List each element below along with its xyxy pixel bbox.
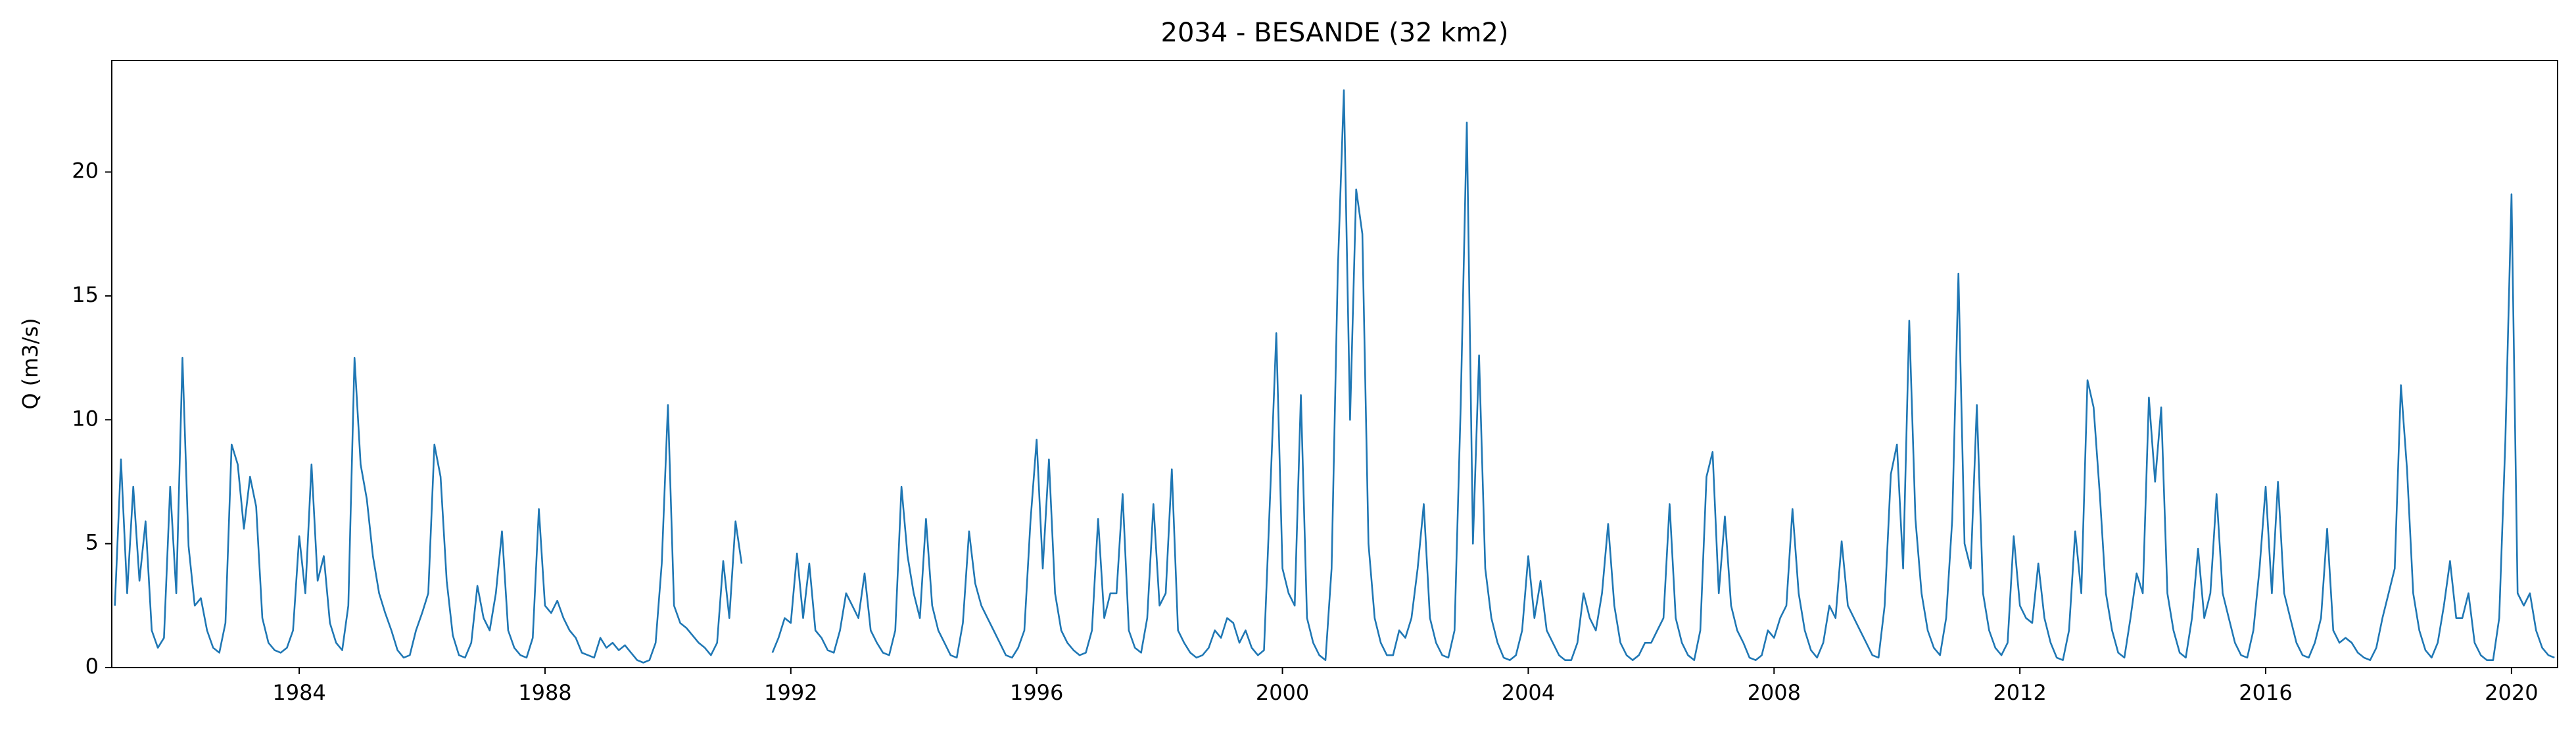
x-tick-label: 1988 (518, 680, 571, 705)
x-tick-label: 2020 (2485, 680, 2538, 705)
x-tick-label: 2008 (1748, 680, 1801, 705)
y-tick-label: 20 (72, 159, 99, 184)
x-tick-label: 2016 (2239, 680, 2292, 705)
y-tick-label: 10 (72, 406, 99, 431)
y-tick-label: 0 (85, 654, 99, 679)
y-tick-label: 15 (72, 282, 99, 307)
chart-title: 2034 - BESANDE (32 km2) (1161, 18, 1509, 48)
data-line (114, 89, 2555, 664)
plot-frame (111, 60, 2558, 668)
x-tick-label: 1996 (1010, 680, 1063, 705)
y-tick-label: 5 (85, 530, 99, 555)
y-axis-label: Q (m3/s) (18, 318, 43, 409)
x-tick-label: 1992 (764, 680, 817, 705)
x-tick-label: 2012 (1993, 680, 2046, 705)
x-tick-label: 2004 (1502, 680, 1555, 705)
x-tick-label: 1984 (272, 680, 325, 705)
x-tick-label: 2000 (1256, 680, 1309, 705)
